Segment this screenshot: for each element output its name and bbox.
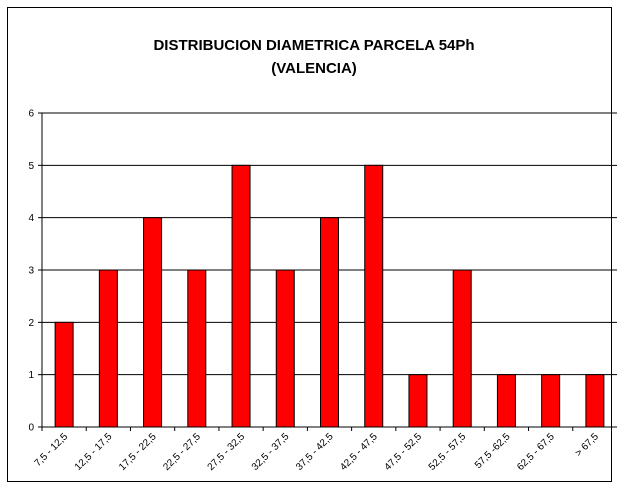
y-tick-label: 5 — [28, 161, 34, 172]
bar — [98, 269, 118, 428]
bar — [187, 269, 207, 428]
bar — [320, 217, 339, 428]
bar — [54, 321, 74, 428]
bar — [364, 164, 384, 428]
bar — [143, 217, 163, 428]
chart-subtitle: (VALENCIA) — [271, 60, 357, 77]
y-tick-label: 1 — [28, 370, 34, 381]
y-tick-label: 6 — [28, 109, 34, 120]
bar — [496, 374, 516, 428]
bar — [275, 269, 295, 428]
y-tick-label: 4 — [28, 213, 34, 224]
y-tick-label: 0 — [28, 423, 34, 434]
bar — [408, 374, 428, 428]
y-tick-label: 2 — [28, 318, 34, 329]
bar — [231, 164, 251, 428]
y-tick-label: 3 — [28, 266, 34, 277]
bar — [452, 269, 472, 428]
bar — [585, 374, 605, 428]
chart-frame — [7, 7, 612, 482]
bar — [541, 374, 561, 428]
chart-title: DISTRIBUCION DIAMETRICA PARCELA 54Ph — [153, 37, 474, 54]
